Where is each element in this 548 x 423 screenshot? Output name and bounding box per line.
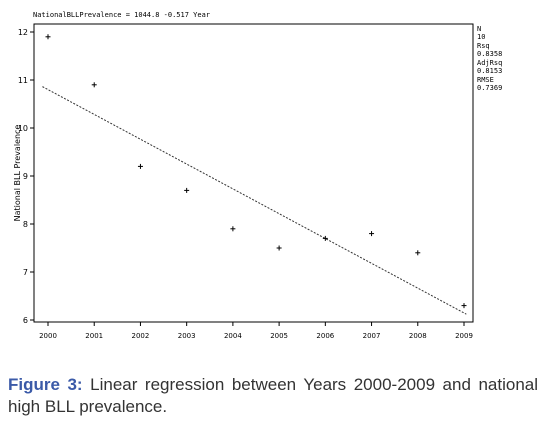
x-tick-label: 2005: [270, 332, 288, 340]
x-tick-label: 2001: [85, 332, 103, 340]
y-tick-label: 11: [18, 76, 28, 85]
x-tick-label: 2002: [132, 332, 150, 340]
stat-n-value: 10: [477, 33, 485, 41]
data-point: [322, 235, 328, 241]
x-axis: 2000 2001 2002 2003 2004 2005 2006 2007 2008 2009: [39, 322, 473, 340]
regression-fit-line: [42, 86, 467, 315]
x-tick-label: 2003: [178, 332, 196, 340]
data-point: [461, 303, 467, 309]
data-points: [45, 34, 467, 309]
plot-frame: [33, 23, 474, 323]
y-tick-label: 10: [18, 124, 28, 133]
y-tick-label: 6: [23, 316, 28, 325]
stat-rsq-value: 0.8358: [477, 50, 502, 58]
fit-line-group: [42, 86, 467, 315]
y-tick-label: 7: [23, 268, 28, 277]
x-tick-label: 2008: [409, 332, 427, 340]
regression-chart: NationalBLLPrevalence = 1044.8 -0.517 Ye…: [13, 11, 502, 340]
x-tick-label: 2006: [316, 332, 334, 340]
y-tick-label: 8: [23, 220, 28, 229]
data-point: [184, 187, 190, 193]
stat-rmse-label: RMSE: [477, 76, 494, 84]
data-point: [45, 34, 51, 40]
stats-panel: N 10 Rsq 0.8358 AdjRsq 0.8153 RMSE 0.736…: [477, 25, 502, 92]
x-tick-label: 2009: [455, 332, 473, 340]
data-point: [137, 163, 143, 169]
data-point: [369, 231, 375, 237]
x-tick-label: 2007: [363, 332, 381, 340]
x-tick-label: 2004: [224, 332, 242, 340]
data-point: [91, 82, 97, 88]
caption-text: Linear regression between Years 2000-200…: [8, 375, 538, 416]
y-tick-label: 9: [23, 172, 28, 181]
data-point: [415, 250, 421, 256]
stat-adjrsq-label: AdjRsq: [477, 59, 502, 67]
figure-caption: Figure 3: Linear regression between Year…: [8, 374, 538, 418]
chart-title: NationalBLLPrevalence = 1044.8 -0.517 Ye…: [33, 11, 210, 19]
stat-n-label: N: [477, 25, 481, 33]
caption-label: Figure 3:: [8, 375, 83, 394]
data-point: [230, 226, 236, 232]
stat-rsq-label: Rsq: [477, 42, 490, 50]
stat-rmse-value: 0.7369: [477, 84, 502, 92]
y-tick-label: 12: [18, 28, 28, 37]
y-axis-label: National BLL Prevalence: [13, 125, 22, 222]
data-point: [276, 245, 282, 251]
stat-adjrsq-value: 0.8153: [477, 67, 502, 75]
y-axis: 6 7 8 9 10 11 12: [18, 28, 34, 325]
x-tick-label: 2000: [39, 332, 57, 340]
